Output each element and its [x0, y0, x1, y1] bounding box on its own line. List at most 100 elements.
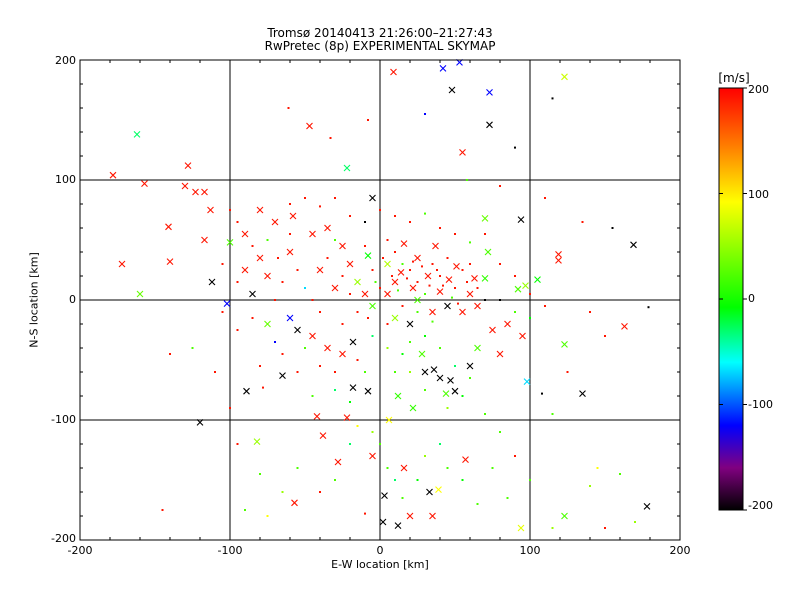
data-point-dot — [229, 209, 231, 211]
cross-stroke — [192, 188, 199, 196]
data-point-cross — [391, 278, 399, 286]
cross-stroke — [519, 332, 526, 340]
data-point-dot — [551, 413, 554, 415]
data-point-dot — [466, 179, 468, 181]
cross-stroke — [459, 308, 466, 316]
cross-stroke — [400, 464, 408, 472]
cross-stroke — [394, 522, 402, 529]
data-point-cross — [349, 338, 357, 346]
cross-stroke — [447, 377, 454, 384]
data-point-cross — [291, 499, 298, 507]
data-point-dot — [506, 497, 509, 499]
data-point-cross — [184, 162, 192, 169]
cross-stroke — [397, 269, 405, 276]
data-point-cross — [429, 512, 436, 520]
data-point-dot — [484, 413, 486, 415]
cross-stroke — [346, 260, 354, 268]
colorbar-unit-label: [m/s] — [718, 71, 750, 85]
data-point-dot — [296, 467, 299, 469]
cross-stroke — [391, 278, 399, 286]
data-point-cross — [319, 432, 327, 439]
data-point-dot — [356, 311, 359, 313]
cross-stroke — [369, 302, 376, 310]
cross-stroke — [133, 131, 141, 138]
data-point-dot — [341, 275, 344, 277]
data-point-dot — [334, 197, 336, 199]
data-point-dot — [431, 263, 434, 265]
data-point-cross — [201, 188, 208, 196]
data-point-dot — [379, 287, 381, 289]
data-point-dot — [647, 306, 650, 309]
cross-stroke — [339, 350, 346, 358]
data-point-dot — [544, 305, 546, 307]
cross-stroke — [309, 332, 316, 340]
data-point-cross — [514, 285, 522, 293]
data-point-cross — [286, 314, 294, 322]
data-point-dot — [476, 503, 479, 505]
cross-stroke — [271, 218, 279, 226]
data-point-cross — [256, 206, 264, 214]
data-point-cross — [406, 320, 414, 328]
data-point-dot — [319, 365, 321, 367]
data-point-cross — [201, 236, 208, 244]
data-point-cross — [226, 239, 234, 246]
data-point-dot — [514, 275, 516, 277]
data-point-dot — [589, 485, 591, 487]
data-point-cross — [384, 260, 391, 268]
data-point-cross — [256, 254, 264, 262]
data-point-cross — [324, 344, 331, 352]
data-point-dot — [364, 371, 366, 373]
data-point-dot — [371, 335, 374, 337]
cross-stroke — [256, 254, 264, 262]
cross-stroke — [313, 413, 321, 420]
data-point-dot — [281, 353, 284, 355]
data-point-cross — [481, 275, 489, 282]
data-point-dot — [386, 347, 389, 349]
data-point-dot — [611, 227, 614, 229]
data-point-cross — [397, 269, 405, 276]
data-point-dot — [439, 227, 441, 229]
data-point-cross — [466, 290, 474, 298]
data-point-dot — [457, 302, 459, 305]
data-point-dot — [428, 284, 431, 287]
data-point-dot — [364, 512, 366, 515]
cross-stroke — [369, 452, 376, 460]
cross-stroke — [555, 257, 562, 264]
data-point-cross — [181, 182, 189, 190]
data-point-cross — [429, 308, 436, 316]
data-point-cross — [439, 65, 447, 72]
cross-stroke — [264, 272, 271, 280]
data-point-cross — [364, 252, 372, 259]
cross-stroke — [226, 239, 234, 246]
data-point-cross — [432, 242, 439, 250]
data-point-dot — [454, 365, 456, 367]
data-point-cross — [523, 378, 531, 385]
colorbar-tick-marks — [719, 87, 747, 511]
cross-stroke — [474, 344, 481, 352]
data-point-dot — [461, 479, 464, 481]
cross-stroke — [109, 171, 117, 179]
cross-stroke — [316, 266, 324, 274]
data-point-dot — [367, 317, 369, 319]
cross-stroke — [306, 122, 313, 130]
cross-stroke — [391, 314, 399, 322]
data-point-dot — [304, 287, 306, 289]
cross-stroke — [201, 188, 208, 196]
cross-stroke — [429, 308, 436, 316]
data-point-cross — [192, 188, 199, 196]
y-tick-label: 200 — [55, 54, 76, 67]
data-point-cross — [481, 215, 489, 222]
data-point-dot — [461, 395, 464, 397]
data-point-dot — [529, 479, 531, 481]
data-point-dot — [341, 323, 344, 325]
data-point-cross — [369, 452, 376, 460]
cross-stroke — [400, 240, 408, 247]
cross-stroke — [208, 278, 216, 286]
data-point-dot — [364, 221, 366, 223]
data-point-dot — [439, 347, 441, 349]
data-point-cross — [435, 486, 442, 493]
cross-stroke — [436, 374, 444, 382]
data-point-dot — [319, 205, 321, 208]
cross-stroke — [349, 338, 357, 346]
data-point-dot — [397, 289, 399, 292]
